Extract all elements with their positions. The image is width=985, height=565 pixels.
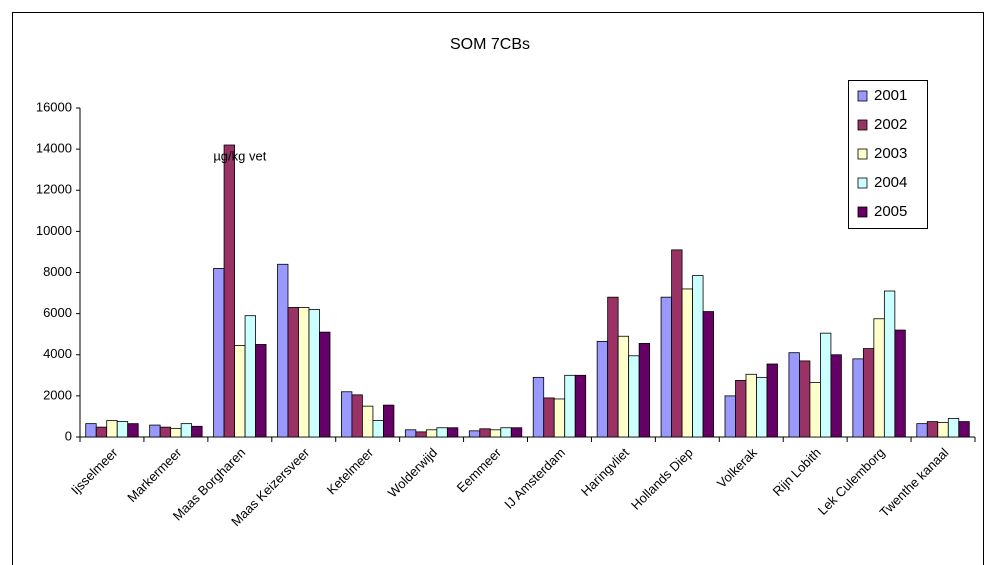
annotation: µg/kg vet (213, 148, 266, 163)
bar (788, 352, 800, 438)
legend-label: 2003 (874, 145, 907, 162)
bar (564, 374, 576, 438)
bar (244, 315, 256, 438)
y-tick-label: 0 (65, 428, 72, 443)
bar (116, 421, 129, 438)
bar (255, 344, 267, 438)
bar (756, 376, 768, 438)
legend-label: 2001 (874, 87, 907, 104)
bar (170, 427, 182, 438)
bar (702, 311, 714, 438)
bar (436, 427, 448, 438)
bar (180, 423, 193, 438)
bar (830, 354, 842, 438)
bar (319, 331, 331, 438)
bar (596, 340, 609, 438)
bar (446, 427, 459, 438)
chart-frame (12, 12, 984, 565)
y-tick-label: 12000 (36, 182, 72, 197)
bar (799, 360, 811, 438)
bar (351, 394, 363, 438)
bar (809, 382, 821, 438)
y-tick-label: 8000 (43, 264, 72, 279)
y-tick-label: 16000 (36, 99, 72, 114)
y-tick-label: 6000 (43, 305, 72, 320)
bar (894, 329, 906, 438)
bar (383, 404, 395, 438)
bar (745, 373, 757, 438)
bar (500, 427, 512, 438)
bar (404, 429, 417, 438)
bar (372, 420, 384, 438)
bar (724, 395, 736, 438)
bar (510, 427, 523, 438)
bar (820, 332, 832, 438)
bar (277, 263, 289, 438)
bar (532, 376, 545, 438)
bar (95, 426, 108, 438)
bar (553, 398, 566, 438)
bar (149, 424, 161, 438)
bar (362, 405, 374, 438)
bar (873, 318, 885, 438)
y-tick-label: 10000 (36, 223, 72, 238)
bar (159, 426, 172, 438)
bar (234, 345, 246, 438)
bar (660, 296, 672, 438)
bar (468, 430, 481, 438)
legend-swatch (857, 90, 868, 102)
bar (926, 421, 939, 438)
legend-label: 2002 (874, 116, 907, 133)
bar (415, 431, 427, 438)
bar (287, 307, 299, 438)
legend-label: 2004 (874, 174, 907, 191)
bar (213, 267, 225, 438)
bar (479, 428, 491, 438)
legend-swatch (857, 206, 868, 218)
bar (862, 348, 875, 438)
bar (937, 422, 949, 438)
bar (638, 343, 651, 438)
bar (607, 296, 619, 438)
bar (308, 309, 320, 438)
bar (617, 335, 630, 438)
bar (85, 423, 97, 438)
chart-title: SOM 7CBs (450, 36, 530, 53)
bar (574, 374, 587, 438)
bar (766, 363, 778, 438)
y-tick-label: 14000 (36, 141, 72, 156)
legend-swatch (857, 148, 868, 160)
legend-label: 2005 (874, 203, 907, 220)
y-tick-label: 2000 (43, 387, 72, 402)
bar (127, 423, 139, 438)
bar (298, 307, 310, 438)
legend-swatch (857, 177, 868, 189)
bar (341, 391, 353, 438)
bar (671, 249, 683, 438)
bar (489, 429, 502, 438)
bar (223, 144, 235, 438)
legend-swatch (857, 119, 868, 131)
y-tick-label: 4000 (43, 346, 72, 361)
bar (543, 397, 555, 438)
bar (916, 423, 928, 438)
bar (425, 429, 438, 438)
bar (883, 290, 896, 438)
bar (692, 275, 704, 438)
bar (947, 418, 960, 438)
bar (191, 425, 203, 438)
bar (628, 355, 640, 438)
bar (106, 420, 118, 438)
bar (735, 380, 747, 438)
bar (852, 358, 864, 438)
bar (958, 421, 970, 438)
bar (681, 288, 693, 438)
